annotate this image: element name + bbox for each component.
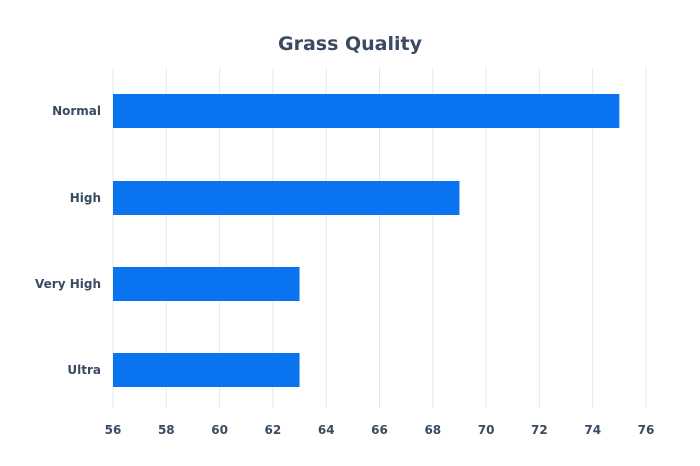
bar-very-high (113, 267, 300, 301)
x-tick-label: 62 (265, 423, 282, 437)
x-tick-label: 60 (211, 423, 228, 437)
x-tick-label: 64 (318, 423, 335, 437)
category-label: Normal (52, 104, 101, 118)
category-label: High (70, 191, 101, 205)
x-tick-label: 56 (105, 423, 122, 437)
bar-ultra (113, 353, 300, 387)
x-tick-label: 70 (478, 423, 495, 437)
y-axis-categories: Normal High Very High Ultra (35, 104, 101, 377)
x-axis-ticks: 56 58 60 62 64 66 68 70 72 74 76 (105, 423, 655, 437)
x-tick-label: 72 (531, 423, 548, 437)
bars (113, 94, 620, 387)
category-label: Ultra (67, 363, 101, 377)
category-label: Very High (35, 277, 101, 291)
x-tick-label: 76 (638, 423, 655, 437)
chart-title: Grass Quality (278, 33, 423, 55)
x-tick-label: 74 (584, 423, 601, 437)
x-tick-label: 68 (424, 423, 441, 437)
x-tick-label: 66 (371, 423, 388, 437)
bar-normal (113, 94, 620, 128)
x-tick-label: 58 (158, 423, 175, 437)
bar-high (113, 181, 460, 215)
